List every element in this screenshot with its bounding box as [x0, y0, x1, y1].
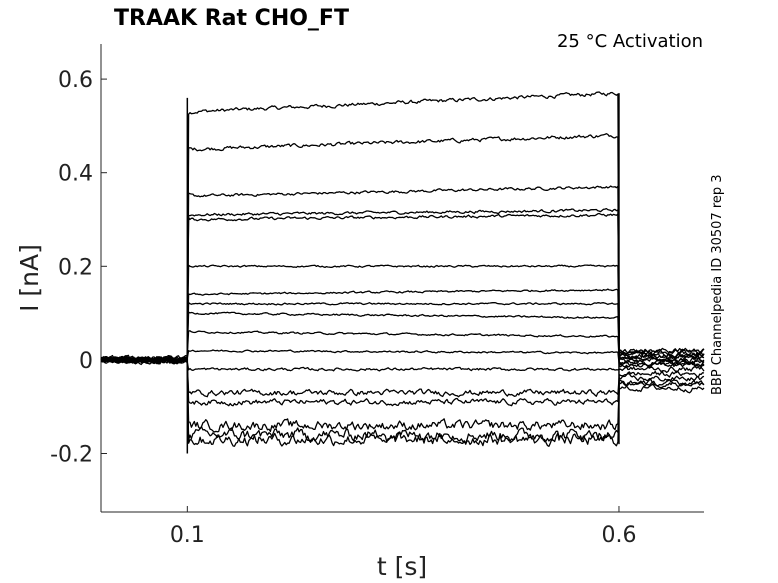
current-trace — [100, 185, 705, 365]
y-ticks: -0.2 0 0.2 0.4 0.6 — [50, 68, 107, 468]
y-tick-label: -0.2 — [50, 443, 93, 468]
current-trace — [100, 212, 705, 363]
x-axis-label: t [s] — [377, 552, 427, 581]
chart-title: TRAAK Rat CHO_FT — [114, 6, 349, 31]
x-ticks: 0.1 0.6 — [170, 506, 636, 548]
current-trace — [100, 355, 705, 444]
y-tick-label: 0.2 — [58, 255, 93, 280]
current-trace — [100, 264, 705, 364]
y-axis-label: I [nA] — [15, 244, 44, 312]
chart-subtitle: 25 °C Activation — [557, 31, 703, 52]
current-trace — [100, 349, 705, 369]
current-trace — [100, 356, 705, 407]
y-tick-label: 0.4 — [58, 162, 93, 187]
current-trace — [100, 301, 705, 364]
x-tick-label: 0.6 — [601, 523, 636, 548]
side-label: BBP Channelpedia ID 30507 rep 3 — [710, 174, 725, 395]
current-trace — [100, 288, 705, 364]
axes — [100, 44, 704, 513]
current-trace — [100, 207, 705, 364]
current-trace — [100, 356, 705, 398]
y-tick-label: 0.6 — [58, 68, 93, 93]
current-trace — [100, 330, 705, 368]
current-trace — [100, 133, 705, 364]
current-trace — [100, 91, 705, 363]
y-tick-label: 0 — [79, 349, 93, 374]
current-trace — [100, 311, 705, 367]
x-tick-label: 0.1 — [170, 523, 205, 548]
current-trace — [100, 356, 705, 374]
traces — [100, 91, 705, 454]
current-trace — [100, 356, 705, 447]
